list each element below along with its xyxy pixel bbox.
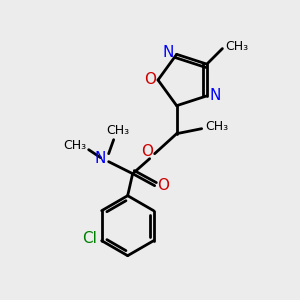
Text: O: O <box>141 144 153 159</box>
Text: CH₃: CH₃ <box>205 120 228 133</box>
Text: N: N <box>209 88 220 104</box>
Text: CH₃: CH₃ <box>225 40 248 53</box>
Text: O: O <box>157 178 169 193</box>
Text: N: N <box>95 151 106 166</box>
Text: CH₃: CH₃ <box>63 139 86 152</box>
Text: Cl: Cl <box>82 231 97 246</box>
Text: O: O <box>144 73 156 88</box>
Text: N: N <box>163 45 174 60</box>
Text: CH₃: CH₃ <box>106 124 129 137</box>
